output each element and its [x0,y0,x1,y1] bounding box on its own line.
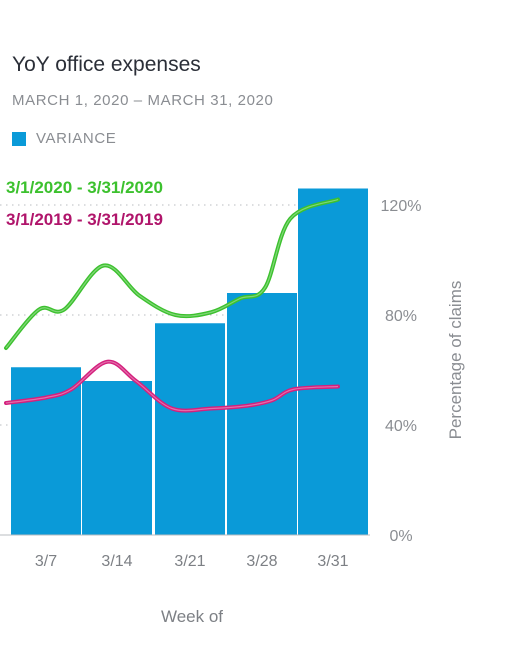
chart-title: YoY office expenses [12,53,201,76]
y-tick-label: 120% [381,198,422,215]
chart-subtitle: MARCH 1, 2020 – MARCH 31, 2020 [12,92,274,109]
y-tick-label: 80% [385,308,417,325]
series-label-2020: 3/1/2020 - 3/31/2020 [6,178,163,197]
legend-swatch [12,131,26,146]
y-axis-title: Percentage of claims [446,281,465,440]
series-label-2019: 3/1/2019 - 3/31/2019 [6,210,163,229]
x-tick-label: 3/7 [35,553,57,570]
x-tick-label: 3/21 [174,553,205,570]
series-line-2020 [4,197,340,350]
y-tick-label: 40% [385,418,417,435]
x-tick-label: 3/31 [317,553,348,570]
x-axis-title: Week of [161,607,223,626]
series-line-2019 [4,359,340,413]
legend-label-variance: VARIANCE [36,130,117,147]
bar-3/28 [227,293,297,535]
bar-3/31 [298,188,368,535]
series-line-highlight [5,198,339,349]
bar-3/14 [82,381,152,535]
x-tick-label: 3/14 [101,553,132,570]
x-tick-label: 3/28 [246,553,277,570]
bar-3/21 [155,323,225,535]
bar-3/7 [11,367,81,535]
y-tick-label: 0% [389,528,412,545]
series-line-highlight [5,361,339,412]
chart-legend: VARIANCE [12,130,116,147]
